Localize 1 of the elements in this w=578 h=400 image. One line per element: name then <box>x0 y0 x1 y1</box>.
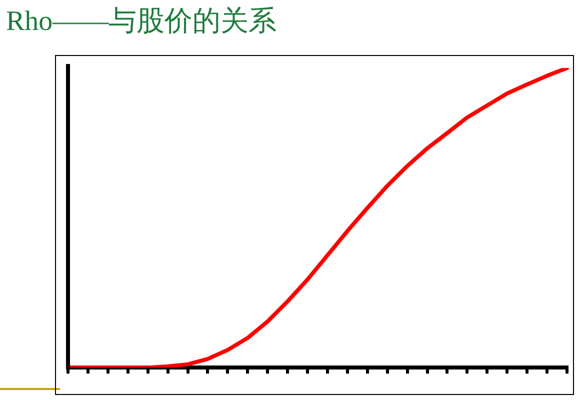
chart-title: Rho——与股价的关系 <box>6 5 277 39</box>
